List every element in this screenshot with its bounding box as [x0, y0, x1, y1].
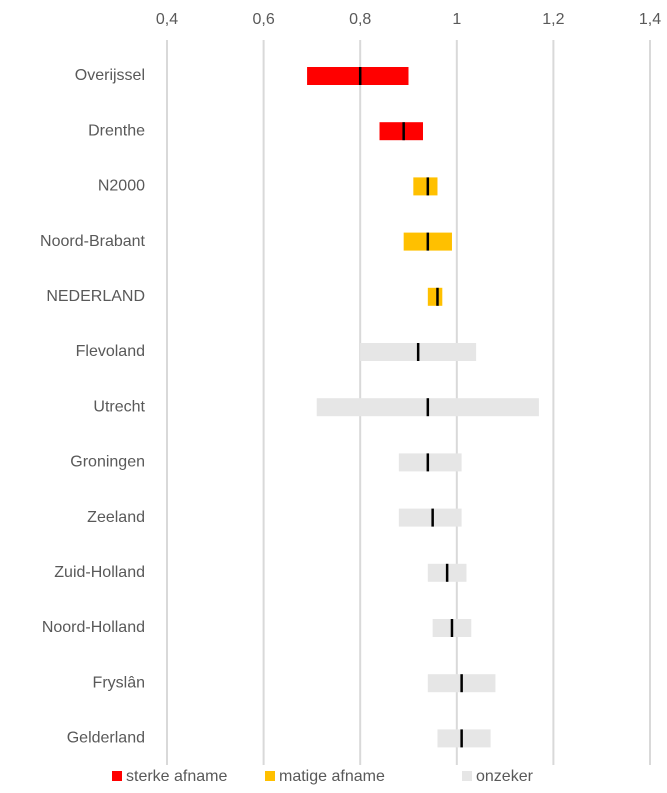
category-label: Flevoland	[76, 343, 145, 360]
category-label: Noord-Brabant	[40, 233, 146, 250]
legend-swatch	[112, 771, 122, 781]
category-label: NEDERLAND	[46, 288, 145, 305]
range-bar	[398, 508, 462, 527]
category-label: Groningen	[70, 454, 145, 471]
x-tick-label: 0,8	[349, 11, 371, 28]
range-bar	[437, 729, 491, 748]
range-bar	[307, 67, 409, 85]
x-tick-label: 1,4	[639, 11, 661, 28]
category-label: Overijssel	[75, 67, 145, 84]
category-label: Noord-Holland	[42, 619, 145, 636]
legend-swatch	[462, 771, 472, 781]
category-label: N2000	[98, 178, 145, 195]
category-label: Zuid-Holland	[54, 564, 145, 581]
category-label: Utrecht	[93, 398, 145, 415]
range-bar	[427, 287, 443, 306]
x-tick-label: 1,2	[542, 11, 564, 28]
legend-label: onzeker	[476, 768, 534, 785]
x-tick-label: 1	[452, 11, 461, 28]
legend-swatch	[265, 771, 275, 781]
x-tick-label: 0,4	[156, 11, 178, 28]
range-bar	[379, 122, 423, 141]
range-bar	[398, 453, 462, 472]
legend-label: sterke afname	[126, 768, 227, 785]
category-label: Gelderland	[67, 730, 145, 747]
category-label: Fryslân	[93, 674, 145, 691]
legend-label: matige afname	[279, 768, 385, 785]
category-label: Zeeland	[87, 509, 145, 526]
range-bar	[413, 177, 438, 196]
x-tick-label: 0,6	[252, 11, 274, 28]
category-label: Drenthe	[88, 122, 145, 139]
